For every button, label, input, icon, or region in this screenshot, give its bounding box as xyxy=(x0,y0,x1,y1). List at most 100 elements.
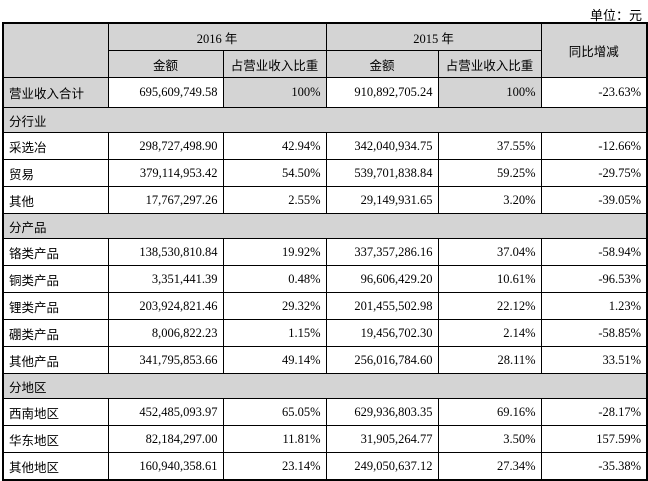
amount-2016-cell: 379,114,953.42 xyxy=(107,159,224,187)
amount-2015-cell: 256,016,784.60 xyxy=(325,346,439,374)
yoy-cell: -29.75% xyxy=(540,159,648,187)
ratio-2015-header: 占营业收入比重 xyxy=(437,50,542,78)
amount-2016-cell: 695,609,749.58 xyxy=(107,77,224,108)
yoy-cell: -96.53% xyxy=(540,265,648,293)
row-label: 铜类产品 xyxy=(2,265,109,293)
amount-2015-header: 金额 xyxy=(325,50,439,78)
year-2015-header: 2015 年 xyxy=(325,22,542,51)
row-label: 华东地区 xyxy=(2,425,109,453)
corner-cell xyxy=(2,22,109,78)
amount-2015-cell: 201,455,502.98 xyxy=(325,292,439,320)
amount-2016-cell: 160,940,358.61 xyxy=(107,452,224,481)
ratio-2015-cell: 28.11% xyxy=(437,346,542,374)
ratio-2016-cell: 54.50% xyxy=(222,159,327,187)
table-row: 其他 17,767,297.26 2.55% 29,149,931.65 3.2… xyxy=(2,186,648,214)
ratio-2016-cell: 2.55% xyxy=(222,186,327,214)
table-row: 铬类产品 138,530,810.84 19.92% 337,357,286.1… xyxy=(2,238,648,266)
section-label: 分产品 xyxy=(2,213,648,239)
amount-2016-header: 金额 xyxy=(107,50,224,78)
amount-2016-cell: 298,727,498.90 xyxy=(107,132,224,160)
row-label: 营业收入合计 xyxy=(2,77,109,108)
table-row: 其他产品 341,795,853.66 49.14% 256,016,784.6… xyxy=(2,346,648,374)
ratio-2015-cell: 37.55% xyxy=(437,132,542,160)
table-row: 铜类产品 3,351,441.39 0.48% 96,606,429.20 10… xyxy=(2,265,648,293)
yoy-header: 同比增减 xyxy=(540,22,648,78)
yoy-cell: 33.51% xyxy=(540,346,648,374)
row-label: 其他 xyxy=(2,186,109,214)
row-label: 锂类产品 xyxy=(2,292,109,320)
amount-2015-cell: 629,936,803.35 xyxy=(325,398,439,426)
amount-2015-cell: 337,357,286.16 xyxy=(325,238,439,266)
yoy-cell: -28.17% xyxy=(540,398,648,426)
amount-2016-cell: 8,006,822.23 xyxy=(107,319,224,347)
section-row-region: 分地区 xyxy=(2,373,648,399)
amount-2016-cell: 341,795,853.66 xyxy=(107,346,224,374)
yoy-cell: -39.05% xyxy=(540,186,648,214)
ratio-2015-cell: 27.34% xyxy=(437,452,542,481)
ratio-2016-cell: 19.92% xyxy=(222,238,327,266)
table-row: 贸易 379,114,953.42 54.50% 539,701,838.84 … xyxy=(2,159,648,187)
ratio-2016-header: 占营业收入比重 xyxy=(222,50,327,78)
ratio-2015-cell: 2.14% xyxy=(437,319,542,347)
ratio-2015-cell: 22.12% xyxy=(437,292,542,320)
row-label: 贸易 xyxy=(2,159,109,187)
ratio-2016-cell: 1.15% xyxy=(222,319,327,347)
ratio-2016-cell: 0.48% xyxy=(222,265,327,293)
table-row: 其他地区 160,940,358.61 23.14% 249,050,637.1… xyxy=(2,452,648,481)
ratio-2015-cell: 59.25% xyxy=(437,159,542,187)
yoy-cell: -58.94% xyxy=(540,238,648,266)
ratio-2016-cell: 49.14% xyxy=(222,346,327,374)
ratio-2015-cell: 100% xyxy=(437,77,542,108)
ratio-2016-cell: 42.94% xyxy=(222,132,327,160)
row-label: 硼类产品 xyxy=(2,319,109,347)
row-label: 铬类产品 xyxy=(2,238,109,266)
section-label: 分行业 xyxy=(2,107,648,133)
section-label: 分地区 xyxy=(2,373,648,399)
table-row: 硼类产品 8,006,822.23 1.15% 19,456,702.30 2.… xyxy=(2,319,648,347)
amount-2016-cell: 203,924,821.46 xyxy=(107,292,224,320)
amount-2015-cell: 31,905,264.77 xyxy=(325,425,439,453)
ratio-2016-cell: 65.05% xyxy=(222,398,327,426)
amount-2015-cell: 96,606,429.20 xyxy=(325,265,439,293)
row-label: 采选冶 xyxy=(2,132,109,160)
yoy-cell: -12.66% xyxy=(540,132,648,160)
section-row-industry: 分行业 xyxy=(2,107,648,133)
year-2016-header: 2016 年 xyxy=(107,22,327,51)
ratio-2015-cell: 3.50% xyxy=(437,425,542,453)
amount-2015-cell: 249,050,637.12 xyxy=(325,452,439,481)
unit-label: 单位：元 xyxy=(589,8,642,23)
ratio-2015-cell: 10.61% xyxy=(437,265,542,293)
ratio-2016-cell: 29.32% xyxy=(222,292,327,320)
amount-2015-cell: 342,040,934.75 xyxy=(325,132,439,160)
amount-2015-cell: 29,149,931.65 xyxy=(325,186,439,214)
row-label: 西南地区 xyxy=(2,398,109,426)
amount-2016-cell: 138,530,810.84 xyxy=(107,238,224,266)
row-label: 其他地区 xyxy=(2,452,109,481)
ratio-2015-cell: 69.16% xyxy=(437,398,542,426)
section-row-product: 分产品 xyxy=(2,213,648,239)
table-row: 华东地区 82,184,297.00 11.81% 31,905,264.77 … xyxy=(2,425,648,453)
ratio-2016-cell: 23.14% xyxy=(222,452,327,481)
amount-2015-cell: 539,701,838.84 xyxy=(325,159,439,187)
yoy-cell: 1.23% xyxy=(540,292,648,320)
amount-2016-cell: 3,351,441.39 xyxy=(107,265,224,293)
amount-2015-cell: 19,456,702.30 xyxy=(325,319,439,347)
table-row-total: 营业收入合计 695,609,749.58 100% 910,892,705.2… xyxy=(2,77,648,108)
revenue-breakdown-table: 2016 年 2015 年 同比增减 金额 占营业收入比重 金额 占营业收入比重… xyxy=(2,22,648,481)
ratio-2016-cell: 11.81% xyxy=(222,425,327,453)
yoy-cell: 157.59% xyxy=(540,425,648,453)
yoy-cell: -58.85% xyxy=(540,319,648,347)
ratio-2016-cell: 100% xyxy=(222,77,327,108)
yoy-cell: -35.38% xyxy=(540,452,648,481)
amount-2016-cell: 82,184,297.00 xyxy=(107,425,224,453)
header-row-metrics: 金额 占营业收入比重 金额 占营业收入比重 xyxy=(3,50,647,78)
amount-2015-cell: 910,892,705.24 xyxy=(325,77,439,108)
ratio-2015-cell: 37.04% xyxy=(437,238,542,266)
amount-2016-cell: 452,485,093.97 xyxy=(107,398,224,426)
header-row-years: 2016 年 2015 年 同比增减 xyxy=(2,22,648,78)
row-label: 其他产品 xyxy=(2,346,109,374)
table-row: 锂类产品 203,924,821.46 29.32% 201,455,502.9… xyxy=(2,292,648,320)
yoy-cell: -23.63% xyxy=(540,77,648,108)
ratio-2015-cell: 3.20% xyxy=(437,186,542,214)
